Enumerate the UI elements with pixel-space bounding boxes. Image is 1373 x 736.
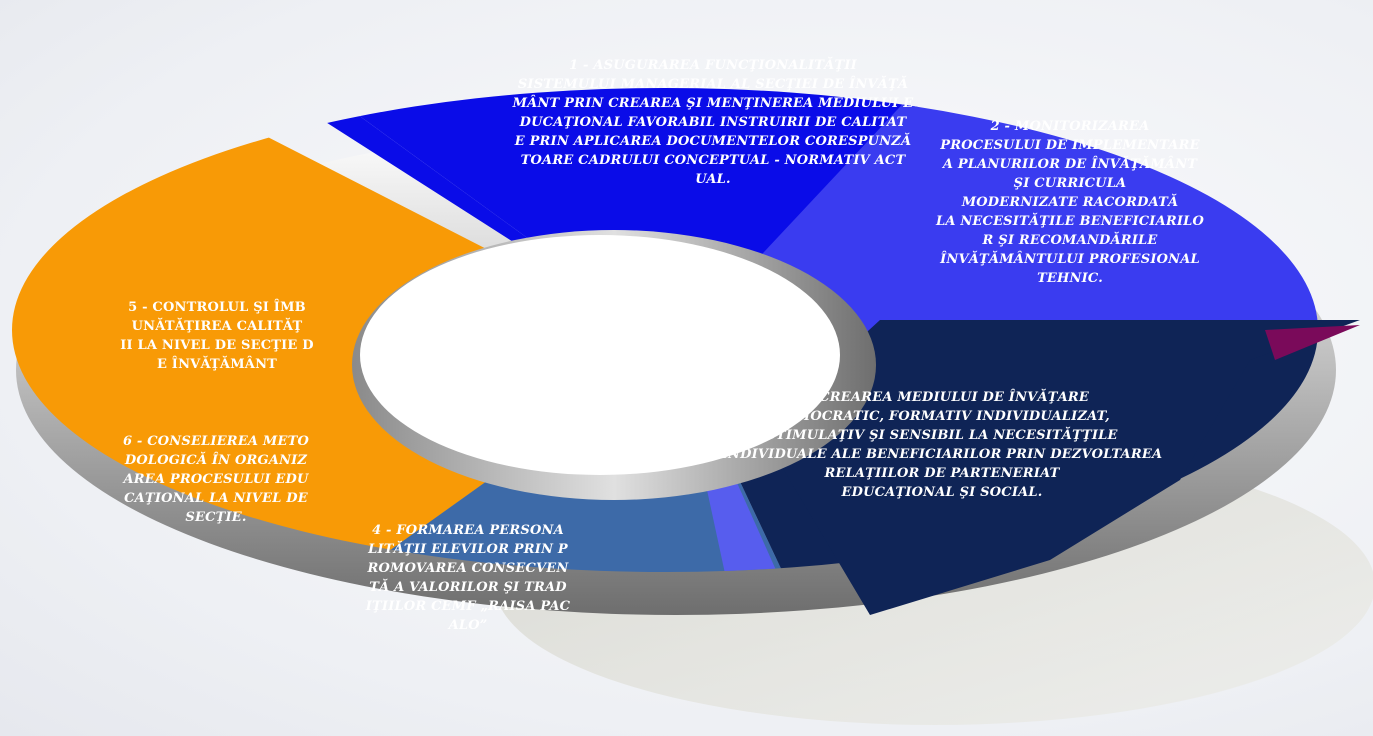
segment-5-text: 5 - CONTROLUL ŞI ÎMB UNĂTĂŢIREA CALITĂŢ …	[120, 300, 314, 372]
segment-1-text: 1 - ASUGURAREA FUNCŢIONALITĂŢII SISTEMUL…	[512, 58, 914, 187]
segment-6-text: 6 - CONSELIEREA METO DOLOGICĂ ÎN ORGANIZ…	[122, 434, 310, 525]
segment-3-text: 3 - CREAREA MEDIULUI DE ÎNVĂŢARE DEMOCRA…	[721, 390, 1163, 500]
segment-2-shape	[676, 88, 1318, 346]
segment-3-tip	[760, 320, 1360, 615]
center-hole	[360, 235, 840, 475]
segment-2-text: 2 - MONITORIZAREA PROCESULUI DE IMPLEMEN…	[935, 119, 1205, 286]
segment-4-text: 4 - FORMAREA PERSONA LITĂŢII ELEVILOR PR…	[365, 523, 571, 633]
accent-wedge	[1265, 325, 1360, 360]
segment-1-shape-b	[200, 88, 1000, 346]
